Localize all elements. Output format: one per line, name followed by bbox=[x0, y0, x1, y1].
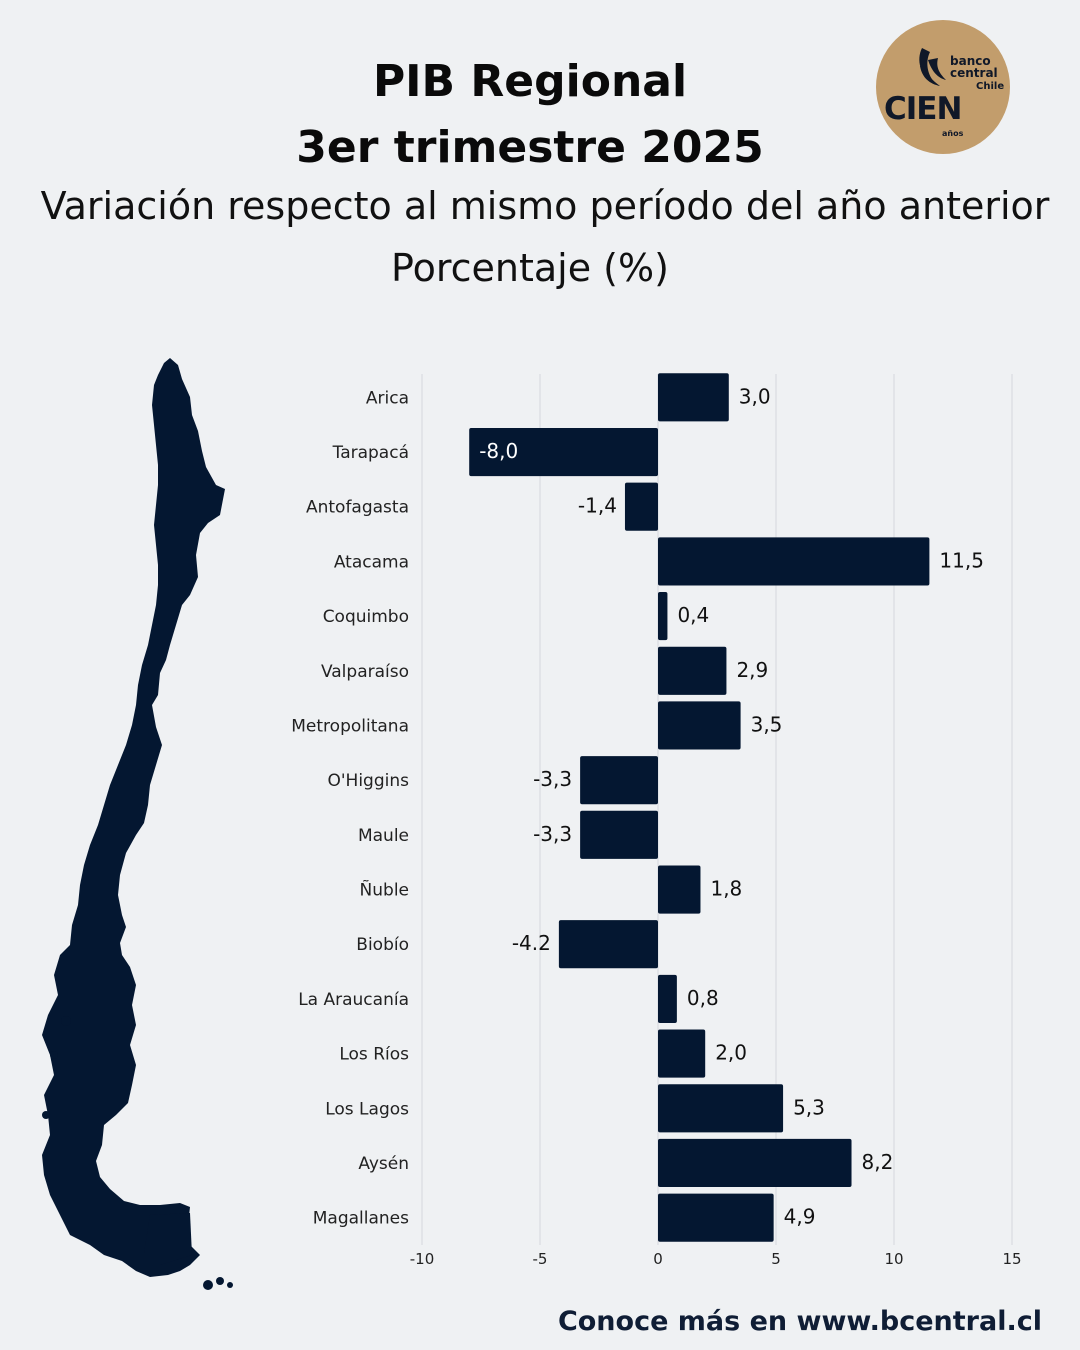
x-tick-label: 10 bbox=[884, 1250, 903, 1268]
bar bbox=[469, 427, 658, 477]
bar bbox=[658, 701, 741, 750]
bar bbox=[658, 537, 930, 586]
x-tick-label: 0 bbox=[653, 1250, 663, 1268]
logo-cien: CIEN bbox=[884, 91, 962, 127]
x-tick-label: -10 bbox=[410, 1250, 435, 1268]
category-label: Atacama bbox=[334, 552, 409, 572]
category-label: Tarapacá bbox=[332, 443, 409, 463]
logo-bank-name: banco central bbox=[950, 54, 998, 80]
data-label: -4.2 bbox=[512, 931, 551, 955]
category-label: La Araucanía bbox=[298, 990, 409, 1010]
data-label: 0,8 bbox=[687, 986, 719, 1010]
data-label: -3,3 bbox=[533, 767, 572, 791]
bar bbox=[658, 1193, 774, 1242]
data-label: 1,8 bbox=[710, 877, 742, 901]
category-label: Ñuble bbox=[360, 879, 409, 901]
data-label: 11,5 bbox=[939, 548, 984, 572]
data-label: -3,3 bbox=[533, 822, 572, 846]
category-label: Metropolitana bbox=[291, 716, 409, 736]
data-label: -8,0 bbox=[479, 439, 518, 463]
bar bbox=[580, 810, 658, 859]
category-label: Antofagasta bbox=[306, 498, 409, 518]
category-label: Magallanes bbox=[313, 1209, 409, 1229]
category-label: Aysén bbox=[358, 1154, 409, 1174]
data-label: 4,9 bbox=[784, 1205, 816, 1229]
bar bbox=[658, 646, 727, 695]
category-label: Arica bbox=[366, 388, 409, 408]
category-label: Maule bbox=[358, 826, 409, 846]
bar bbox=[558, 920, 658, 969]
category-label: O'Higgins bbox=[328, 771, 410, 791]
data-label: 8,2 bbox=[862, 1150, 894, 1174]
chart-title-period: 3er trimestre 2025 bbox=[296, 122, 764, 173]
data-label: 0,4 bbox=[677, 603, 709, 627]
data-label: -1,4 bbox=[578, 494, 617, 518]
bar bbox=[624, 482, 658, 531]
logo-country: Chile bbox=[976, 81, 1005, 92]
condor-icon bbox=[919, 48, 946, 86]
bar bbox=[580, 756, 658, 805]
x-tick-label: 5 bbox=[771, 1250, 781, 1268]
data-label: 3,0 bbox=[739, 384, 771, 408]
data-label: 5,3 bbox=[793, 1095, 825, 1119]
category-label: Valparaíso bbox=[321, 662, 409, 682]
x-tick-label: 15 bbox=[1002, 1250, 1021, 1268]
category-label: Los Ríos bbox=[339, 1045, 409, 1065]
bar bbox=[658, 865, 701, 914]
bar bbox=[658, 1138, 852, 1188]
bar bbox=[658, 974, 677, 1023]
chart-title: PIB Regional bbox=[372, 56, 688, 107]
data-label: 2,0 bbox=[715, 1041, 747, 1065]
banco-central-logo: banco central Chile CIEN años bbox=[876, 20, 1010, 154]
chart-unit: Porcentaje (%) bbox=[391, 246, 669, 290]
chart-subtitle: Variación respecto al mismo período del … bbox=[40, 184, 1050, 228]
chile-map-icon bbox=[42, 358, 233, 1290]
category-label: Biobío bbox=[356, 935, 409, 955]
category-label: Coquimbo bbox=[323, 607, 409, 627]
logo-years: años bbox=[942, 129, 964, 138]
data-label: 2,9 bbox=[736, 658, 768, 682]
x-tick-label: -5 bbox=[533, 1250, 548, 1268]
bar bbox=[658, 373, 729, 422]
footer-link[interactable]: Conoce más en www.bcentral.cl bbox=[557, 1306, 1042, 1337]
bar bbox=[658, 1029, 706, 1078]
data-label: 3,5 bbox=[751, 712, 783, 736]
bar bbox=[658, 592, 668, 641]
bar bbox=[658, 1084, 784, 1133]
category-label: Los Lagos bbox=[325, 1099, 409, 1119]
